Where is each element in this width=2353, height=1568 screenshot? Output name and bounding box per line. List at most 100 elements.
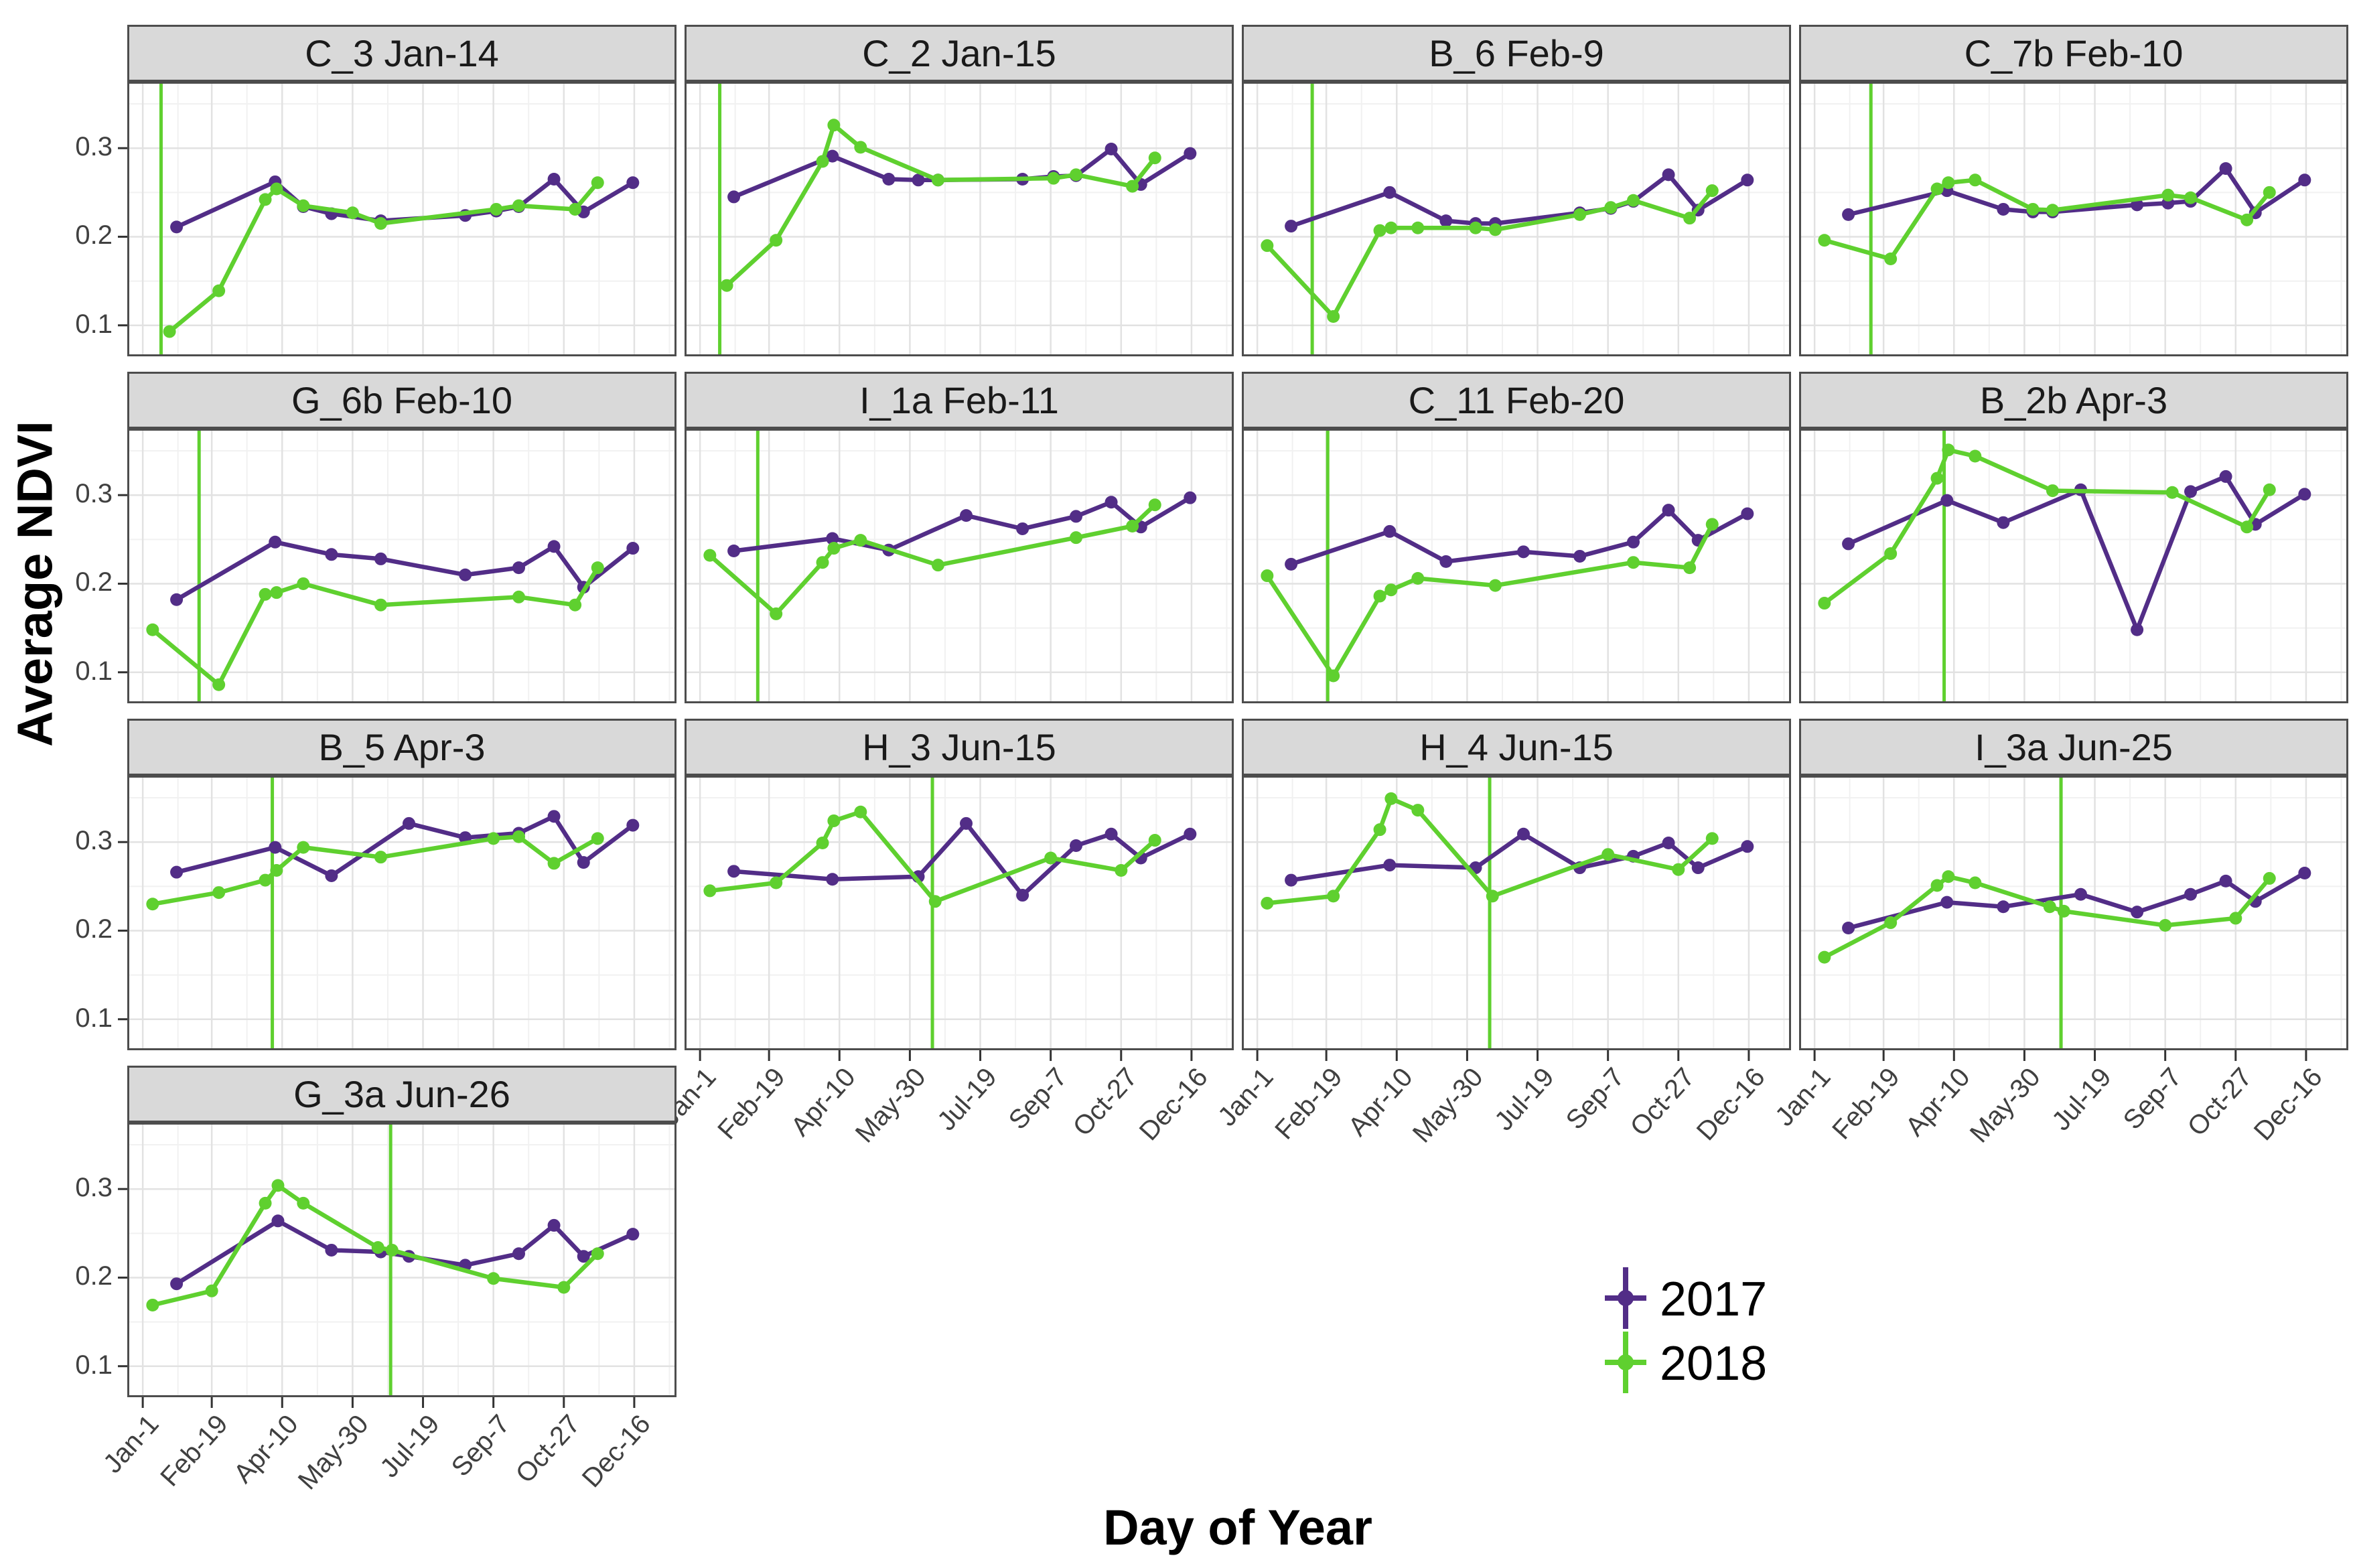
series-line xyxy=(1265,189,1714,319)
data-point xyxy=(1327,669,1340,683)
data-point xyxy=(1439,555,1453,568)
data-point xyxy=(854,534,867,547)
facet-panel: H_3 Jun-15 Jan-1 Feb-19 Apr-10 May-30 Jul-19 S… xyxy=(655,719,1234,1149)
data-point xyxy=(2240,520,2254,534)
facet-title: H_3 Jun-15 xyxy=(685,719,1234,776)
facet-plot xyxy=(685,429,1234,703)
data-point xyxy=(2240,213,2254,226)
data-point xyxy=(1148,834,1161,847)
panel-border xyxy=(1799,429,2348,703)
data-point xyxy=(816,155,829,168)
data-point xyxy=(1261,239,1274,253)
y-tick-label: 0.1 xyxy=(75,1003,113,1033)
data-point xyxy=(1016,889,1029,902)
series-line xyxy=(1265,523,1715,679)
y-tick-label: 0.1 xyxy=(75,1350,113,1380)
y-tick-label: 0.2 xyxy=(75,1261,113,1291)
data-point xyxy=(770,607,783,620)
data-point xyxy=(297,1196,310,1210)
series-2017 xyxy=(1285,168,1754,233)
data-point xyxy=(2131,623,2144,636)
data-point xyxy=(297,199,310,212)
data-point xyxy=(146,898,159,911)
data-point xyxy=(385,1243,399,1257)
data-point xyxy=(1126,519,1139,532)
facet-plot xyxy=(118,429,676,703)
data-point xyxy=(1683,212,1697,225)
data-point xyxy=(577,856,590,869)
data-point xyxy=(1104,496,1118,509)
data-point xyxy=(205,1284,218,1297)
data-point xyxy=(1383,524,1397,538)
data-point xyxy=(1373,589,1386,603)
x-tick-label: Feb-19 xyxy=(1269,1062,1348,1145)
data-point xyxy=(626,1228,640,1241)
x-tick-label: Feb-19 xyxy=(1827,1062,1906,1145)
x-tick-label: Oct-27 xyxy=(1624,1062,1701,1142)
data-point xyxy=(259,587,272,601)
data-point xyxy=(1285,557,1298,571)
data-point xyxy=(591,561,604,575)
data-point xyxy=(2184,887,2198,901)
data-point xyxy=(1044,851,1058,865)
x-tick-label: May-30 xyxy=(293,1409,375,1496)
data-point xyxy=(1997,516,2010,529)
data-point xyxy=(827,119,841,132)
data-point xyxy=(770,876,783,889)
data-point xyxy=(271,1214,285,1228)
legend-key xyxy=(1605,1267,1646,1329)
y-tick-label: 0.1 xyxy=(75,656,113,686)
data-point xyxy=(2184,485,2198,498)
data-point xyxy=(297,577,310,590)
data-point xyxy=(547,172,561,186)
data-point xyxy=(727,545,741,558)
data-point xyxy=(512,561,526,575)
data-point xyxy=(626,818,640,832)
facet-plot xyxy=(685,776,1234,1061)
data-point xyxy=(827,814,841,827)
data-point xyxy=(2046,204,2059,217)
data-point xyxy=(1884,253,1898,266)
data-point xyxy=(1997,202,2010,216)
data-point xyxy=(1384,221,1398,234)
data-point xyxy=(547,1218,561,1232)
x-tick-label: Oct-27 xyxy=(1067,1062,1143,1142)
panel-border xyxy=(1242,82,1791,356)
x-tick-label: Dec-16 xyxy=(2248,1062,2328,1147)
x-tick-label: May-30 xyxy=(1407,1062,1490,1149)
gridlines xyxy=(1242,776,1791,1050)
data-point xyxy=(487,832,500,845)
data-point xyxy=(1627,535,1640,549)
series-line xyxy=(151,566,600,687)
x-tick-label: Jan-1 xyxy=(1212,1062,1279,1132)
data-point xyxy=(1627,194,1640,207)
facet-panel: G_6b Feb-10 0.1 0.2 0.3 xyxy=(75,372,676,703)
data-point xyxy=(960,509,973,522)
data-point xyxy=(1969,449,1982,463)
x-tick-label: Apr-10 xyxy=(785,1062,861,1142)
series-2017 xyxy=(170,172,640,234)
y-tick-label: 0.2 xyxy=(75,567,113,597)
y-tick-label: 0.2 xyxy=(75,220,113,251)
data-point xyxy=(259,193,272,206)
facet-panel: C_2 Jan-15 xyxy=(685,25,1234,356)
y-tick-label: 0.3 xyxy=(75,132,113,162)
data-point xyxy=(1741,173,1754,187)
data-point xyxy=(1184,147,1197,160)
data-point xyxy=(1104,827,1118,841)
series-line xyxy=(1823,874,2271,960)
data-point xyxy=(346,206,359,220)
data-point xyxy=(1469,221,1482,234)
data-point xyxy=(1930,472,1944,485)
data-point xyxy=(770,234,783,247)
data-point xyxy=(1486,889,1499,903)
series-2018 xyxy=(1818,870,2276,964)
data-point xyxy=(591,832,604,845)
data-point xyxy=(826,873,839,886)
data-point xyxy=(1705,184,1719,198)
x-tick-label: Apr-10 xyxy=(228,1409,304,1489)
data-point xyxy=(270,586,283,599)
data-point xyxy=(703,884,717,898)
data-point xyxy=(591,1247,604,1261)
